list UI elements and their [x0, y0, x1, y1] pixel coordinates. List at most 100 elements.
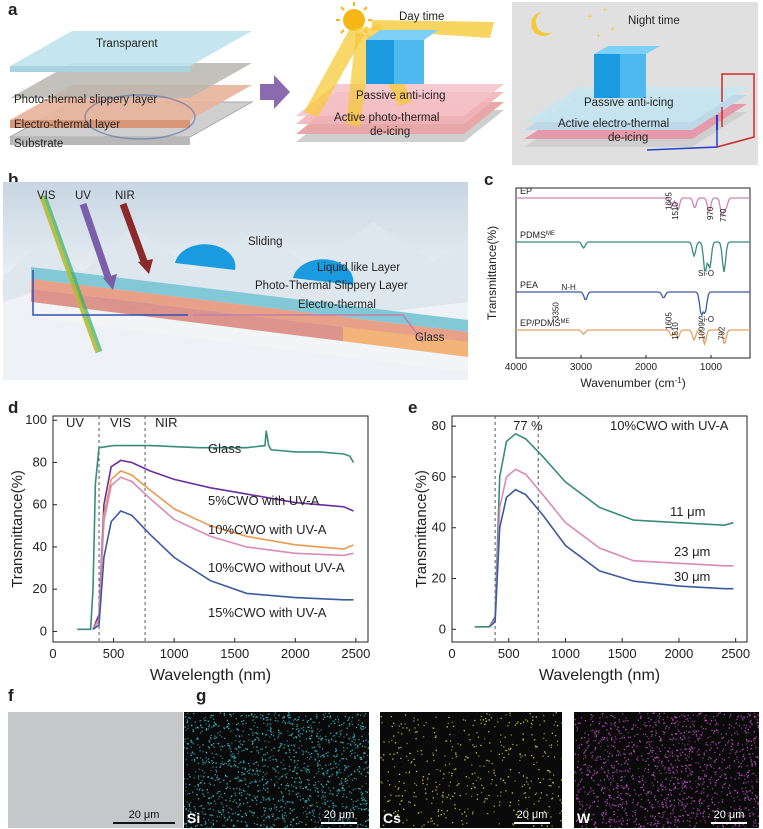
eds-dot — [295, 823, 298, 825]
eds-dot — [267, 766, 269, 768]
eds-dot — [725, 767, 727, 769]
eds-dot — [273, 735, 275, 737]
eds-dot — [738, 777, 740, 779]
eds-dot — [355, 726, 358, 729]
eds-dot — [701, 732, 703, 734]
eds-dot — [282, 796, 284, 799]
eds-dot — [268, 741, 270, 743]
eds-dot — [505, 790, 507, 792]
eds-dot — [600, 788, 603, 791]
eds-dot — [637, 726, 639, 729]
eds-dot — [609, 795, 611, 797]
panel-b-letter: b — [8, 170, 19, 189]
eds-dot — [675, 817, 678, 819]
eds-dot — [712, 810, 714, 812]
eds-dot — [446, 740, 448, 742]
eds-dot — [682, 765, 684, 767]
eds-dot — [364, 752, 366, 754]
eds-dot — [245, 716, 248, 718]
eds-dot — [748, 753, 750, 755]
eds-dot — [614, 721, 616, 724]
eds-dot — [608, 796, 611, 799]
eds-dot — [295, 777, 297, 779]
eds-dot — [729, 792, 731, 795]
eds-dot — [228, 807, 231, 809]
eds-dot — [231, 756, 233, 758]
eds-dot — [288, 749, 291, 751]
eds-dot — [202, 761, 204, 763]
eds-dot — [299, 799, 302, 801]
eds-dot — [327, 755, 329, 757]
eds-dot — [593, 735, 596, 737]
eds-dot — [217, 732, 219, 734]
eds-dot — [400, 746, 402, 748]
eds-dot — [288, 765, 291, 767]
eds-dot — [272, 813, 274, 815]
eds-dot — [191, 821, 193, 823]
eds-dot — [301, 733, 304, 735]
eds-dot — [700, 777, 702, 780]
eds-dot — [215, 766, 217, 768]
eds-dot — [627, 788, 630, 790]
eds-dot — [642, 806, 644, 808]
eds-dot — [657, 715, 659, 717]
eds-dot — [576, 798, 578, 800]
eds-dot — [205, 728, 207, 731]
eds-dot — [645, 808, 647, 810]
eds-dot — [608, 772, 610, 774]
eds-dot — [265, 799, 267, 801]
eds-dot — [757, 714, 759, 716]
eds-dot — [464, 719, 466, 721]
eds-dot — [690, 773, 692, 776]
eds-dot — [363, 768, 365, 770]
eds-dot — [308, 737, 311, 740]
eds-dot — [715, 771, 717, 773]
eds-dot — [317, 741, 319, 743]
eds-dot — [453, 768, 455, 771]
eds-dot — [302, 726, 305, 729]
eds-dot — [748, 715, 751, 717]
eds-dot — [665, 753, 667, 755]
eds-dot — [299, 821, 301, 823]
eds-dot — [657, 812, 659, 815]
eds-dot — [455, 753, 457, 756]
eds-dot — [313, 809, 315, 811]
eds-dot — [714, 719, 716, 721]
eds-dot — [702, 757, 704, 759]
eds-dot — [676, 826, 678, 828]
eds-dot — [679, 738, 682, 740]
eds-dot — [519, 759, 521, 762]
eds-dot — [702, 783, 704, 785]
eds-dot — [335, 748, 337, 750]
eds-dot — [581, 772, 583, 774]
eds-dot — [589, 771, 591, 773]
eds-dot — [729, 716, 731, 718]
eds-dot — [744, 807, 746, 809]
eds-dot — [340, 780, 342, 782]
eds-dot — [738, 765, 741, 767]
eds-dot — [246, 825, 249, 828]
eds-dot — [249, 810, 251, 812]
eds-dot — [668, 767, 671, 769]
eds-dot — [217, 791, 219, 793]
eds-dot — [647, 791, 649, 793]
eds-dot — [543, 751, 546, 753]
eds-dot — [607, 769, 609, 772]
eds-dot — [621, 776, 623, 778]
eds-dot — [197, 777, 200, 779]
eds-dot — [439, 783, 441, 786]
eds-dot — [693, 826, 695, 828]
eds-dot — [212, 795, 214, 797]
eds-dot — [543, 810, 546, 812]
eds-dot — [332, 813, 334, 815]
eds-dot — [695, 791, 697, 793]
eds-dot — [192, 743, 194, 745]
eds-dot — [660, 785, 662, 787]
eds-dot — [586, 741, 588, 743]
eds-dot — [652, 749, 654, 752]
eds-dot — [234, 794, 237, 797]
eds-dot — [601, 737, 604, 739]
eds-dot — [398, 773, 401, 775]
eds-dot — [186, 722, 188, 724]
y-tick-label: 80 — [432, 418, 446, 433]
